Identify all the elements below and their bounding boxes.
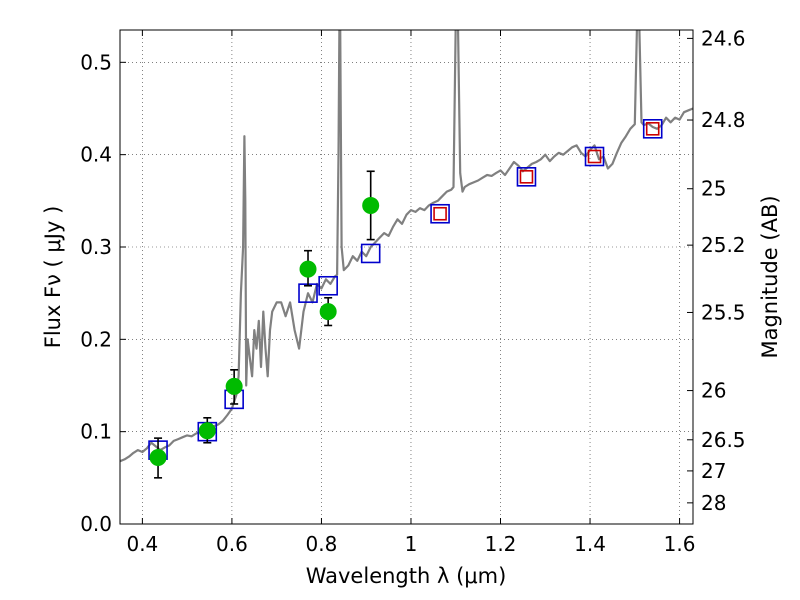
y2-tick-label: 24.8	[701, 108, 746, 132]
y2-tick-label: 27	[701, 459, 726, 483]
red-square-marker	[587, 149, 602, 164]
y-tick-label: 0.0	[80, 512, 112, 536]
green-data-point	[225, 377, 243, 395]
x-tick-label: 1	[405, 532, 418, 556]
green-data-point	[319, 303, 337, 321]
x-tick-label: 1.6	[664, 532, 696, 556]
blue-square-marker	[360, 243, 381, 264]
blue-square-marker	[584, 146, 605, 167]
y2-tick-label: 25	[701, 177, 726, 201]
red-square-marker	[519, 170, 534, 184]
y2-axis-title: Magnitude (AB)	[758, 195, 782, 358]
y2-tick-label: 24.6	[701, 26, 746, 50]
y2-tick-label: 25.5	[701, 300, 746, 324]
blue-square-marker	[642, 119, 663, 139]
x-tick-label: 1.2	[485, 532, 517, 556]
blue-square-marker	[516, 167, 537, 187]
x-tick-label: 0.8	[306, 532, 338, 556]
y-tick-label: 0.1	[80, 420, 112, 444]
y2-tick-label: 25.2	[701, 233, 746, 257]
y-tick-label: 0.3	[80, 235, 112, 259]
green-data-point	[299, 260, 317, 278]
y2-tick-label: 28	[701, 491, 726, 515]
y-axis-title: Flux Fν ( μJy )	[41, 206, 65, 349]
red-square-marker	[433, 206, 447, 221]
blue-square-marker	[318, 275, 338, 296]
plot-frame	[119, 29, 694, 525]
y-tick-label: 0.4	[80, 143, 112, 167]
series-layer	[120, 30, 693, 479]
red-square-marker	[645, 122, 660, 136]
plot-background	[120, 30, 693, 524]
blue-square-marker	[430, 203, 450, 224]
green-data-point	[362, 196, 380, 214]
ticks: 0.4 0.6 0.8 1 1.2 1.4 1.6 0.0 0.1 0.2 0.3 0.4 0.5 24.…	[80, 26, 745, 556]
x-axis-title: Wavelength λ (μm)	[306, 564, 507, 588]
y2-tick-label: 26.5	[701, 428, 746, 452]
y-tick-label: 0.5	[80, 50, 112, 74]
green-data-point	[149, 449, 167, 467]
x-tick-label: 0.4	[126, 532, 158, 556]
x-tick-label: 1.4	[574, 532, 606, 556]
x-tick-label: 0.6	[216, 532, 248, 556]
green-data-point	[198, 422, 216, 440]
y2-tick-label: 26	[701, 379, 726, 403]
y-tick-label: 0.2	[80, 327, 112, 351]
